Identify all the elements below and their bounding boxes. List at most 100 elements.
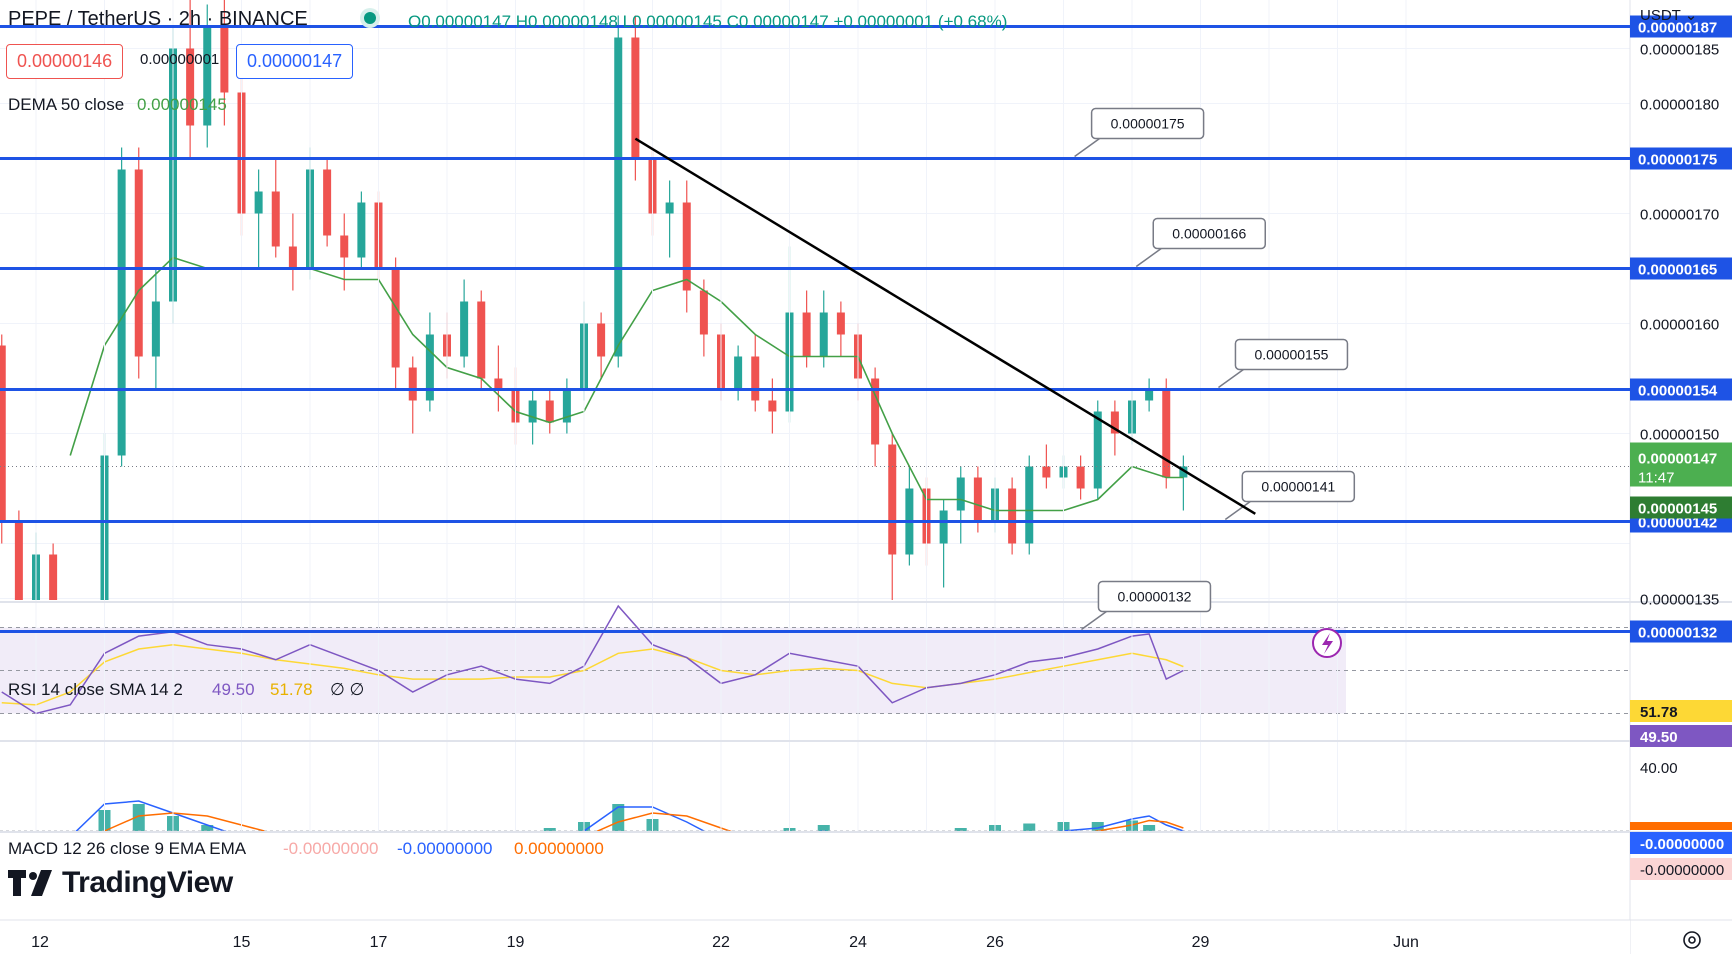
chevron-down-icon: ⌄	[1684, 7, 1698, 24]
macd-hist-bar	[201, 825, 214, 831]
candle	[340, 213, 349, 291]
candle-body	[254, 191, 263, 214]
ohlc-change: +0.00000001 (+0.68%)	[833, 12, 1008, 31]
candle	[1042, 444, 1051, 489]
candle-body	[545, 400, 554, 423]
macd-hist-bar	[954, 828, 967, 831]
callout-box	[1234, 338, 1349, 371]
symbol-title: PEPE / TetherUS · 2h · BINANCE	[8, 8, 308, 30]
rsi-legend-value: 49.50	[212, 680, 255, 699]
candle	[151, 268, 160, 390]
candle	[819, 290, 828, 368]
dema-axis-text: 0.00000145	[1638, 501, 1717, 518]
candle	[391, 257, 400, 390]
ohlc-close: C0.00000147	[726, 12, 829, 31]
candle-body	[460, 301, 469, 357]
candle-body	[340, 235, 349, 258]
candle	[836, 301, 845, 357]
candle	[665, 180, 674, 258]
candle	[768, 378, 777, 434]
candle-body	[939, 510, 948, 544]
rsi-legend-label: RSI 14 close SMA 14 2	[8, 680, 183, 699]
candle-body	[1025, 466, 1034, 544]
candle-body	[614, 37, 623, 357]
x-tick-label: 24	[849, 934, 867, 951]
macd-hist-axis-text: -0.00000000	[1640, 862, 1724, 879]
level-axis-text: 0.00000175	[1638, 152, 1717, 169]
candle	[614, 15, 623, 368]
candle	[1093, 400, 1102, 500]
macd-hist-bar	[612, 804, 625, 831]
macd-hist-bar	[1143, 825, 1156, 831]
rsi-legend-extra: ∅ ∅	[330, 680, 364, 699]
spread-value: 0.00000001	[140, 51, 220, 68]
settings-icon	[1683, 931, 1701, 949]
candle	[1025, 455, 1034, 555]
candle	[1162, 378, 1171, 489]
candle	[460, 279, 469, 368]
buy-button[interactable]: 0.00000147	[236, 44, 354, 79]
rsi-tick-label: 40.00	[1640, 760, 1678, 777]
last-price-tag	[1630, 442, 1732, 487]
candle	[802, 290, 811, 368]
currency-label: USDT	[1640, 7, 1681, 24]
candle-body	[49, 554, 58, 600]
candle-body	[734, 356, 743, 390]
candle	[562, 378, 571, 434]
candle-body	[1145, 389, 1154, 401]
candle-body	[665, 202, 674, 214]
candle-body	[528, 400, 537, 423]
price-callout: 0.00000132	[1081, 580, 1212, 631]
macd-signal-line	[100, 812, 1184, 832]
candle-body	[323, 169, 332, 236]
candle	[494, 345, 503, 412]
rsi-sma-axis-tag	[1630, 700, 1732, 722]
candle-body	[699, 290, 708, 335]
candle-body	[117, 169, 126, 456]
candle	[254, 169, 263, 269]
x-tick-label: 17	[370, 934, 388, 951]
level-axis-tag	[1630, 15, 1732, 38]
candle-body	[682, 202, 691, 291]
callout-text: 0.00000166	[1172, 226, 1246, 242]
candle-body	[562, 389, 571, 423]
candle-body	[186, 48, 195, 126]
callout-text: 0.00000175	[1111, 116, 1185, 132]
rsi-sma-line	[1, 643, 1184, 706]
macd-hist-bar	[543, 828, 556, 831]
price-callout: 0.00000166	[1135, 217, 1266, 268]
level-axis-text: 0.00000187	[1638, 20, 1717, 37]
price-callout: 0.00000141	[1224, 470, 1356, 521]
dema-legend[interactable]: DEMA 50 close 0.00000145	[8, 95, 227, 115]
candle	[357, 191, 366, 269]
candle	[271, 158, 280, 258]
candle-body	[819, 312, 828, 357]
level-axis-text: 0.00000154	[1638, 383, 1718, 400]
candle	[323, 158, 332, 247]
level-axis-tag	[1630, 257, 1732, 280]
candle	[203, 4, 212, 148]
dema-label: DEMA 50 close	[8, 95, 125, 114]
callout-leader	[1224, 500, 1251, 521]
macd-hist-axis-tag	[1630, 858, 1732, 880]
rsi-sma-axis-text: 51.78	[1640, 704, 1678, 721]
candle-body	[751, 356, 760, 401]
callout-text: 0.00000141	[1261, 479, 1335, 495]
candle-body	[1110, 411, 1119, 434]
currency-selector[interactable]: USDT ⌄	[1640, 6, 1697, 24]
level-axis-tag	[1630, 147, 1732, 170]
rsi-axis-tag	[1630, 725, 1732, 747]
candle-body	[973, 477, 982, 522]
candle-body	[151, 301, 160, 357]
sell-button[interactable]: 0.00000146	[6, 44, 124, 79]
candle-body	[134, 169, 143, 357]
callout-box	[1152, 217, 1266, 250]
callout-text: 0.00000132	[1117, 589, 1191, 605]
candle	[117, 147, 126, 467]
candle-body	[288, 246, 297, 269]
live-dot-icon	[364, 11, 376, 29]
candle	[751, 334, 760, 412]
candle-body	[0, 345, 6, 522]
